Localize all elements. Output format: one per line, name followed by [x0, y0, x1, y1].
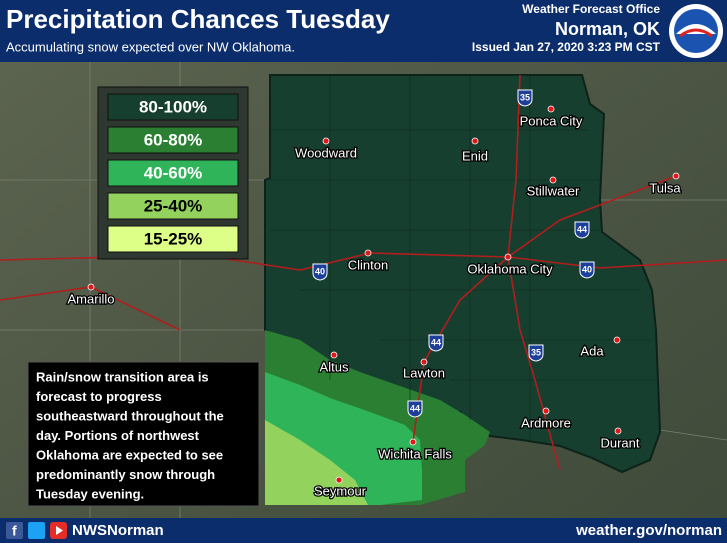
interstate-number: 40: [315, 266, 325, 276]
city-label: Lawton: [403, 365, 445, 380]
interstate-number: 40: [582, 264, 592, 274]
city-dot: [613, 336, 621, 344]
location: Norman, OK: [555, 19, 660, 39]
city-dot: [87, 283, 95, 291]
issued: Issued Jan 27, 2020 3:23 PM CST: [472, 40, 661, 54]
youtube-glyph: [56, 526, 63, 535]
city-label: Ardmore: [521, 415, 571, 430]
note: Rain/snow transition area is forecast to …: [36, 369, 224, 501]
website[interactable]: weather.gov/norman: [575, 522, 722, 539]
city-dot: [409, 438, 417, 446]
note-line: Oklahoma are expected to see: [36, 447, 223, 462]
header-bar: [0, 0, 727, 62]
city-label: Wichita Falls: [378, 446, 452, 461]
city-label: Clinton: [348, 257, 388, 272]
legend-label: 60-80%: [144, 130, 203, 149]
city-dot: [322, 137, 330, 145]
legend-swatch: [107, 126, 239, 154]
city-label: Enid: [462, 148, 488, 163]
city-dot: [549, 176, 557, 184]
city-dot: [547, 105, 555, 113]
city-dot: [542, 407, 550, 415]
legend-label: 80-100%: [139, 97, 207, 116]
city-dot: [471, 137, 479, 145]
legend-swatch: [107, 225, 239, 253]
interstate-shield: [312, 263, 328, 281]
interstate-shield: [579, 261, 595, 279]
city-label: Stillwater: [527, 183, 580, 198]
interstate-number: 35: [531, 347, 541, 357]
interstate-shield: [428, 334, 444, 352]
city-dot: [330, 351, 338, 359]
note-box: [27, 361, 260, 507]
interstate-shield: [407, 400, 423, 418]
nws-logo: [669, 4, 723, 58]
legend-label: 15-25%: [144, 229, 203, 248]
city-label: Amarillo: [68, 291, 115, 306]
legend-label: 40-60%: [144, 163, 203, 182]
city-label: Ada: [580, 343, 604, 358]
interstate-shield: [528, 344, 544, 362]
interstate-shield: [574, 221, 590, 239]
legend-label: 25-40%: [144, 196, 203, 215]
note-line: Tuesday evening.: [36, 486, 144, 501]
note-line: predominantly snow through: [36, 467, 215, 482]
note-line: forecast to progress: [36, 389, 162, 404]
note-line: Rain/snow transition area is: [36, 369, 209, 384]
title: Precipitation Chances Tuesday: [6, 4, 390, 34]
city-dot: [420, 358, 428, 366]
city-label: Ponca City: [520, 113, 583, 128]
footer-bar: [0, 518, 727, 543]
city-label: Tulsa: [649, 180, 681, 195]
legend-swatch: [107, 192, 239, 220]
highway-shields: 35 44 40 40 44 35 44: [312, 89, 595, 418]
note-line: day. Portions of northwest: [36, 428, 200, 443]
facebook-glyph: f: [12, 523, 17, 539]
city-label: Durant: [600, 435, 639, 450]
city-dot: [672, 172, 680, 180]
city-dot: [335, 476, 343, 484]
zone-25-40: [265, 420, 368, 505]
legend-swatch: [107, 93, 239, 121]
facebook-icon[interactable]: [6, 522, 23, 539]
office: Weather Forecast Office: [522, 2, 660, 16]
city-label: Altus: [320, 359, 349, 374]
interstate-shield: [517, 89, 533, 107]
interstate-number: 44: [410, 403, 420, 413]
social-handle[interactable]: NWSNorman: [72, 522, 164, 539]
twitter-icon[interactable]: [28, 522, 45, 539]
interstate-number: 44: [577, 224, 587, 234]
city-label: Oklahoma City: [467, 261, 553, 276]
subtitle: Accumulating snow expected over NW Oklah…: [6, 39, 295, 54]
legend: 80-100% 60-80% 40-60% 25-40% 15-25%: [107, 93, 239, 253]
city-label: Seymour: [314, 483, 367, 498]
city-dot: [364, 249, 372, 257]
city-dot: [614, 427, 622, 435]
legend-swatch: [107, 159, 239, 187]
interstate-number: 35: [520, 92, 530, 102]
cities: Woodward Enid Ponca City Stillwater Tulsa Cli…: [66, 105, 683, 500]
interstate-number: 44: [431, 337, 441, 347]
city-label: Woodward: [295, 145, 357, 160]
city-dot: [504, 253, 512, 261]
note-line: southeastward throughout the: [36, 408, 224, 423]
